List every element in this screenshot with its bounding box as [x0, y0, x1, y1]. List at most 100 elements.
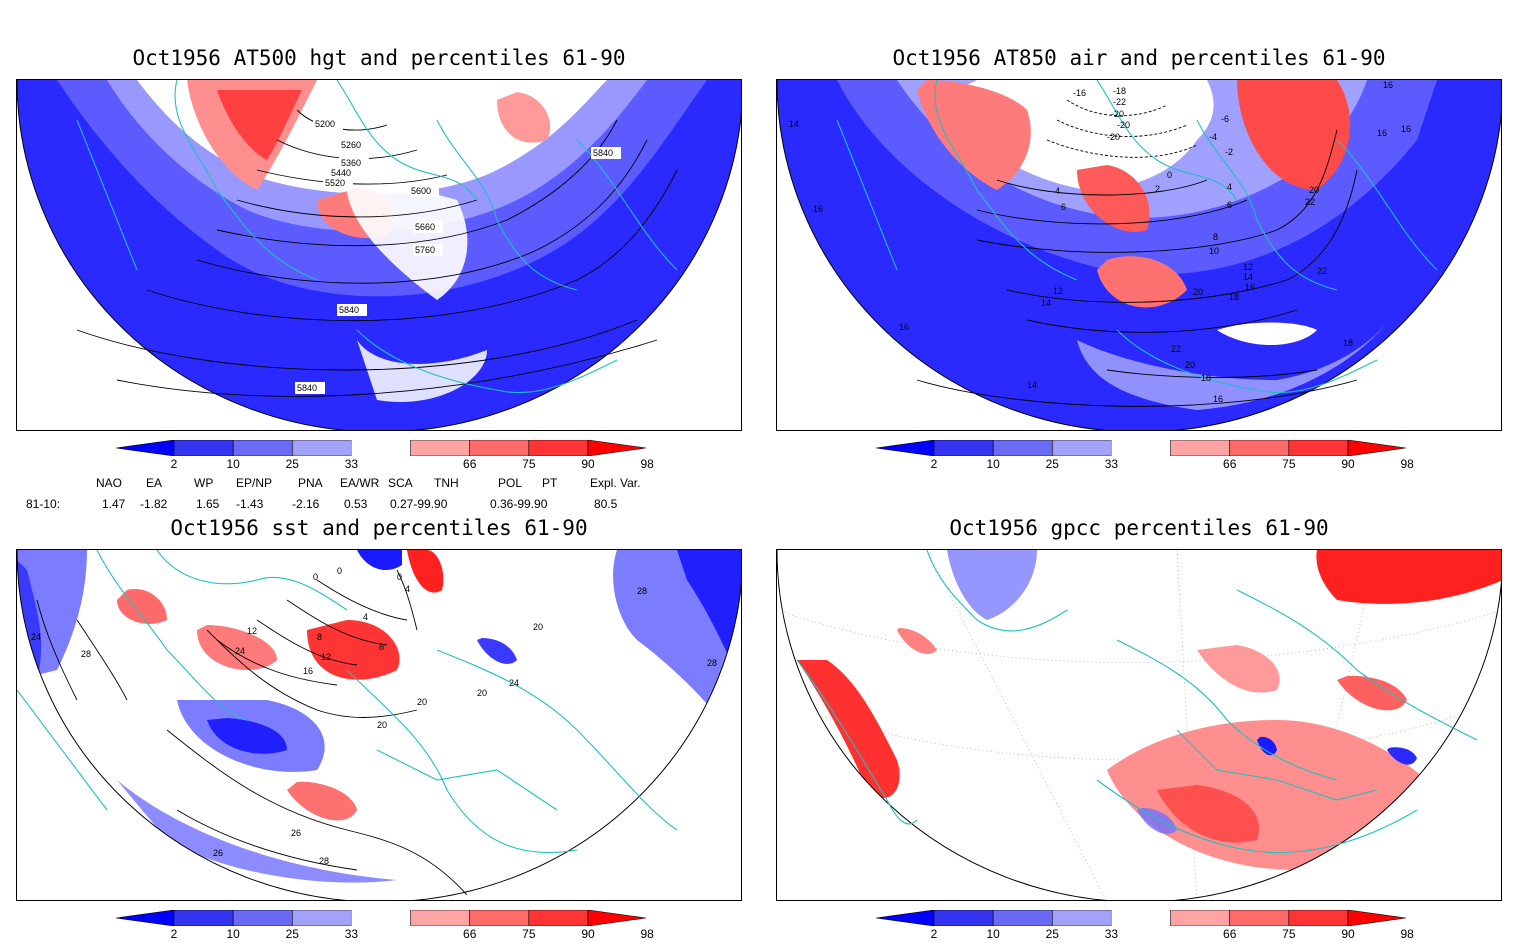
colorbar-swatch	[1170, 440, 1231, 456]
contour-label: 16	[813, 204, 823, 214]
colorbar-tick-label: 90	[1341, 457, 1355, 471]
index-header: WP	[194, 476, 214, 490]
contour-label: 5200	[315, 119, 335, 129]
colorbar-end-high	[587, 910, 646, 926]
contour-label: 5520	[325, 178, 345, 188]
contour-label: 6	[1227, 200, 1232, 210]
contour-label: 10	[1209, 246, 1219, 256]
colorbar-sst: 2 10 25 33 66 75 90 98	[116, 910, 654, 950]
index-header: POL	[498, 476, 523, 490]
colorbar-tick-label: 33	[344, 457, 359, 471]
contour-label: 4	[363, 612, 368, 622]
colorbar-swatch	[1229, 440, 1290, 456]
index-header: EA/WR	[340, 476, 380, 490]
colorbar-tick-label: 25	[285, 927, 299, 941]
index-value: 1.65	[196, 497, 220, 511]
map-panel-air: 14 16 16 16 -16 -18 -22 -20 -20 -20 -4 -…	[776, 79, 1502, 431]
colorbar-swatch	[410, 910, 471, 926]
contour-label: 28	[319, 856, 329, 866]
index-row-label: 81-10:	[26, 497, 61, 511]
colorbar-tick-label: 75	[522, 927, 536, 941]
index-header: NAO	[96, 476, 123, 490]
colorbar-tick-label: 98	[640, 457, 654, 471]
colorbar-tick-label: 66	[463, 457, 477, 471]
colorbar-end-low	[116, 910, 175, 926]
colorbar-tick-label: 75	[1282, 457, 1296, 471]
index-header: EA	[146, 476, 163, 490]
colorbar-swatch	[173, 910, 234, 926]
colorbar-swatch	[1288, 440, 1349, 456]
colorbar-swatch	[528, 440, 589, 456]
contour-label: 22	[1305, 197, 1315, 207]
colorbar-tick-label: 25	[285, 457, 299, 471]
contour-label: -18	[1113, 86, 1126, 96]
colorbar-swatch	[1111, 910, 1171, 926]
colorbar-tick-label: 98	[1400, 927, 1414, 941]
contour-label: 20	[377, 720, 387, 730]
colorbar-tick-label: 33	[1104, 927, 1119, 941]
contour-label: 20	[1185, 360, 1195, 370]
contour-label: 20	[417, 697, 427, 707]
colorbar-tick-label: 66	[1223, 457, 1237, 471]
contour-label: -4	[1209, 132, 1217, 142]
panel-title-hgt: Oct1956 AT500 hgt and percentiles 61-90	[132, 46, 626, 70]
contour-label: -2	[1225, 147, 1233, 157]
colorbar-swatch	[173, 440, 234, 456]
index-value: 0.27-99.90	[390, 497, 448, 511]
map-panel-hgt: 5200 5260 5360 5440 5520 5600 5660 5760 …	[16, 79, 742, 431]
contour-label: -20	[1117, 120, 1130, 130]
index-value: 80.5	[594, 497, 618, 511]
index-header: PT	[542, 476, 558, 490]
colorbar-swatch	[232, 910, 293, 926]
contour-label: 5440	[331, 168, 351, 178]
colorbar-swatch	[992, 440, 1053, 456]
contour-label: 0	[1167, 170, 1172, 180]
contour-label: 28	[707, 658, 717, 668]
colorbar-tick-label: 10	[226, 457, 240, 471]
colorbar-tick-label: 98	[640, 927, 654, 941]
contour-label: 14	[1243, 272, 1253, 282]
panel-title-air: Oct1956 AT850 air and percentiles 61-90	[892, 46, 1386, 70]
colorbar-tick-label: 90	[581, 927, 595, 941]
contour-label: 22	[1317, 266, 1327, 276]
contour-label: 8	[1213, 232, 1218, 242]
contour-label: 5760	[415, 245, 435, 255]
contour-label: 16	[1377, 128, 1387, 138]
colorbar-end-high	[1347, 910, 1406, 926]
colorbar-tick-label: 66	[1223, 927, 1237, 941]
colorbar-tick-label: 10	[986, 457, 1000, 471]
contour-label: 12	[247, 626, 257, 636]
contour-label: 0	[337, 566, 342, 576]
contour-label: 5360	[341, 158, 361, 168]
contour-label: 26	[291, 828, 301, 838]
colorbar-tick-label: 90	[1341, 927, 1355, 941]
contour-label: 28	[81, 649, 91, 659]
colorbar-end-high	[1347, 440, 1406, 456]
colorbar-swatch	[992, 910, 1053, 926]
colorbar-swatch	[291, 440, 352, 456]
colorbar-end-low	[876, 440, 935, 456]
contour-label: 16	[1213, 394, 1223, 404]
contour-label: 18	[1201, 373, 1211, 383]
contour-label: 16	[1383, 80, 1393, 90]
colorbar-tick-label: 25	[1045, 927, 1059, 941]
colorbar-tick-label: 90	[581, 457, 595, 471]
colorbar-tick-label: 98	[1400, 457, 1414, 471]
contour-label: 16	[1401, 124, 1411, 134]
index-value: 0.53	[344, 497, 368, 511]
colorbar-air: 2 10 25 33 66 75 90 98	[876, 440, 1414, 480]
colorbar-tick-label: 75	[1282, 927, 1296, 941]
colorbar-swatch	[1170, 910, 1231, 926]
colorbar-gpcc: 2 10 25 33 66 75 90 98	[876, 910, 1414, 950]
index-value: -2.16	[292, 497, 320, 511]
contour-label: 16	[1245, 282, 1255, 292]
contour-label: 14	[789, 119, 799, 129]
contour-label: 16	[899, 322, 909, 332]
contour-label: -20	[1111, 109, 1124, 119]
contour-label: -16	[1073, 88, 1086, 98]
contour-label: 12	[321, 652, 331, 662]
contour-label: 20	[1193, 287, 1203, 297]
colorbar-swatch	[528, 910, 589, 926]
contour-label: 24	[509, 678, 519, 688]
colorbar-swatch	[933, 440, 994, 456]
